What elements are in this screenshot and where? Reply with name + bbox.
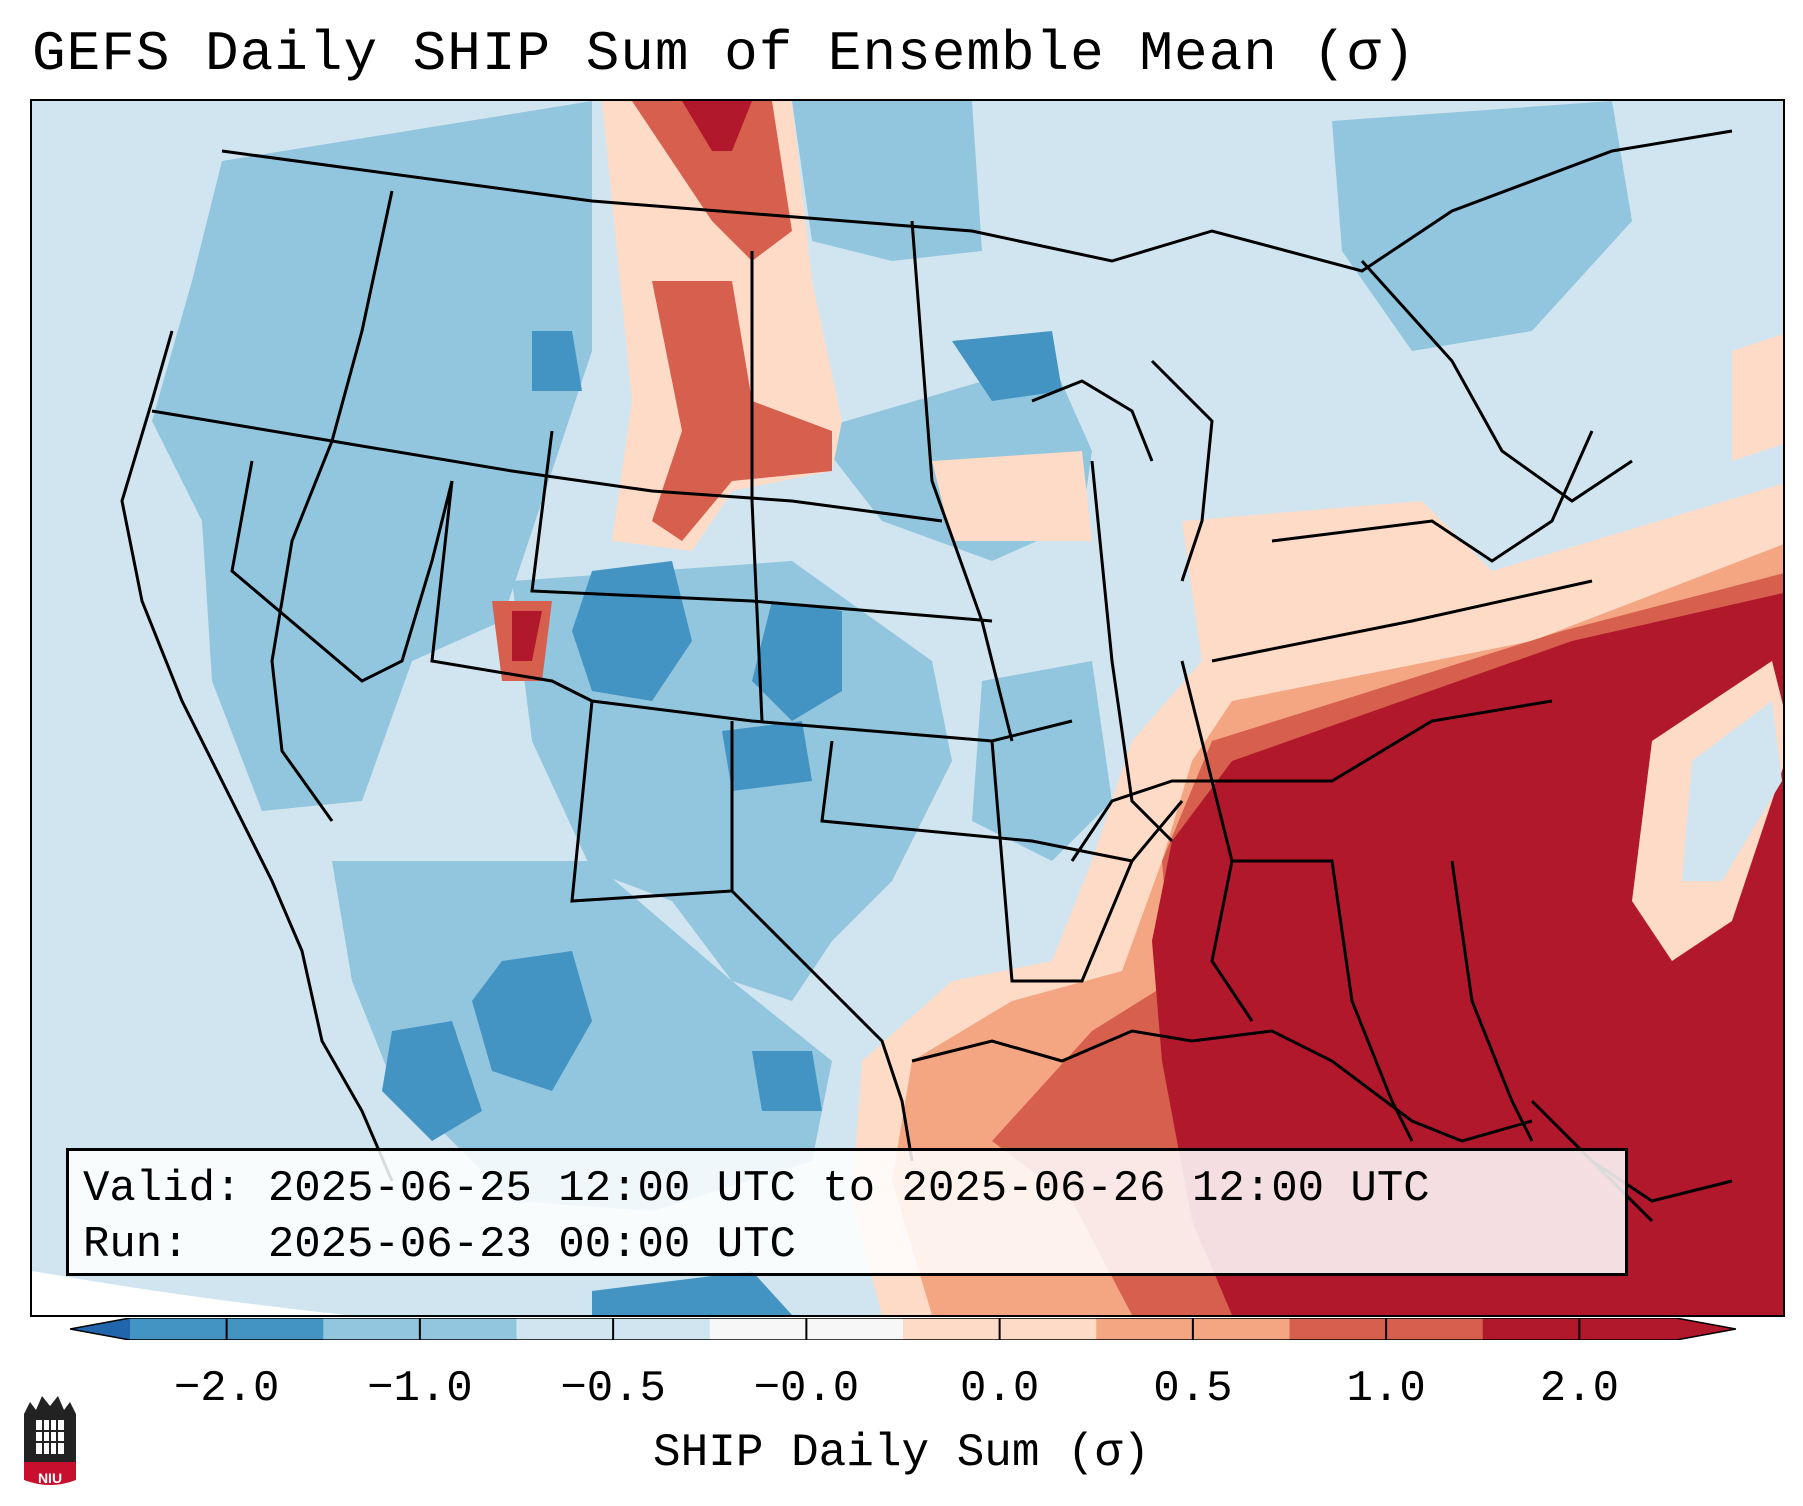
colorbar-tick-label: 0.0 — [960, 1364, 1040, 1414]
map-svg — [32, 101, 1783, 1315]
colorbar-tick-label: −1.0 — [367, 1364, 473, 1414]
colorbar-extend-high — [1676, 1318, 1736, 1340]
domain-edge — [32, 1271, 346, 1315]
colorbar-tick-label: −0.0 — [753, 1364, 860, 1414]
anomaly-negative-2 — [382, 331, 1062, 1315]
colorbar-tick-label: 2.0 — [1539, 1364, 1619, 1414]
anomaly-positive-plume — [492, 101, 1092, 681]
logo-text: NIU — [37, 1470, 63, 1486]
niu-logo: NIU — [20, 1392, 80, 1490]
valid-text: 2025-06-25 12:00 UTC to 2025-06-26 12:00… — [267, 1164, 1430, 1214]
colorbar-tick-label: −2.0 — [173, 1364, 280, 1414]
colorbar — [70, 1318, 1736, 1340]
castle-icon — [24, 1396, 76, 1485]
colorbar-tick-label: 0.5 — [1153, 1364, 1233, 1414]
colorbar-label: SHIP Daily Sum (σ) — [653, 1427, 1150, 1479]
colorbar-tick-label: 1.0 — [1346, 1364, 1426, 1414]
colorbar-extend-low — [70, 1318, 130, 1340]
boundaries — [120, 129, 1733, 1223]
anomaly-positive-southeast — [852, 334, 1783, 1315]
valid-run-box: Valid: 2025-06-25 12:00 UTC to 2025-06-2… — [66, 1148, 1628, 1276]
map-panel — [30, 99, 1785, 1317]
run-text: 2025-06-23 00:00 UTC — [267, 1220, 796, 1270]
colorbar-tick-label: −0.5 — [560, 1364, 666, 1414]
run-label: Run: — [83, 1220, 189, 1270]
valid-label: Valid: — [83, 1164, 242, 1214]
page-title: GEFS Daily SHIP Sum of Ensemble Mean (σ) — [32, 22, 1417, 86]
